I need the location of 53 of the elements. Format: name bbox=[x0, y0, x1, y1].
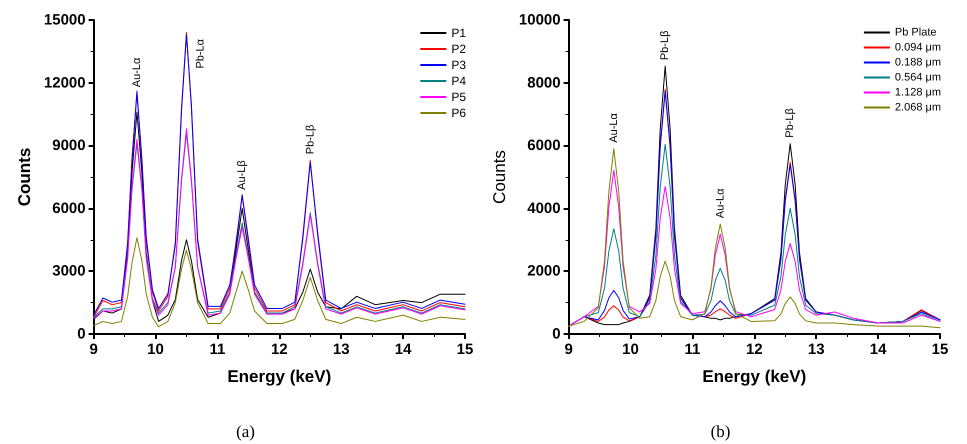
legend-label: P4 bbox=[451, 74, 466, 88]
x-tick-label: 14 bbox=[394, 341, 412, 358]
legend-label: 1.128 μm bbox=[894, 86, 942, 98]
annotation: Au-Lα bbox=[608, 112, 620, 143]
x-tick-label: 9 bbox=[89, 341, 98, 358]
text: (a) bbox=[236, 422, 255, 441]
annotation: Au-Lα bbox=[714, 188, 726, 218]
annotation: Pb-Lβ bbox=[784, 108, 796, 138]
x-tick-label: 15 bbox=[932, 341, 948, 358]
legend-label: P3 bbox=[451, 58, 466, 72]
x-tick-label: 12 bbox=[746, 341, 763, 358]
x-tick-label: 12 bbox=[270, 341, 288, 358]
annotation: Au-Lα bbox=[130, 57, 143, 88]
x-axis-title: Energy (keV) bbox=[702, 367, 806, 386]
y-tick-label: 4000 bbox=[527, 200, 561, 217]
x-tick-label: 10 bbox=[147, 341, 164, 358]
annotation: Au-Lβ bbox=[236, 160, 248, 190]
y-tick-label: 6000 bbox=[52, 200, 86, 217]
x-axis-title: Energy (keV) bbox=[227, 367, 332, 386]
x-tick-label: 14 bbox=[870, 341, 888, 358]
x-tick-label: 9 bbox=[564, 341, 573, 358]
annotation: Pb-Lα bbox=[194, 38, 206, 69]
text: (b) bbox=[710, 422, 730, 441]
legend-label: P2 bbox=[451, 42, 466, 56]
y-tick-label: 12000 bbox=[44, 74, 86, 92]
legend-label: P6 bbox=[451, 106, 466, 120]
y-tick-label: 2000 bbox=[527, 262, 561, 280]
y-tick-label: 0 bbox=[77, 326, 86, 342]
annotation: Pb-Lβ bbox=[304, 124, 316, 154]
y-tick-label: 15000 bbox=[44, 12, 86, 28]
y-tick-label: 8000 bbox=[527, 74, 561, 92]
y-axis-title: Counts bbox=[15, 148, 34, 206]
legend-label: P5 bbox=[451, 90, 466, 104]
y-tick-label: 9000 bbox=[52, 137, 86, 154]
y-tick-label: 6000 bbox=[527, 137, 561, 154]
legend-label: 0.094 μm bbox=[894, 42, 942, 54]
x-tick-label: 13 bbox=[332, 341, 350, 358]
legend-label: 2.068 μm bbox=[894, 102, 942, 114]
x-tick-label: 11 bbox=[209, 341, 226, 358]
y-axis-title: Counts bbox=[490, 150, 509, 204]
x-tick-label: 10 bbox=[622, 341, 639, 358]
y-tick-label: 0 bbox=[552, 326, 561, 342]
y-tick-label: 10000 bbox=[518, 12, 561, 28]
x-tick-label: 15 bbox=[456, 341, 474, 358]
x-tick-label: 11 bbox=[684, 341, 700, 358]
legend-label: Pb Plate bbox=[894, 26, 937, 38]
legend-label: 0.564 μm bbox=[894, 72, 942, 84]
line-series bbox=[93, 237, 466, 328]
legend-label: 0.188 μm bbox=[894, 56, 942, 68]
annotation: Pb-Lβ bbox=[659, 30, 672, 60]
x-tick-label: 13 bbox=[808, 341, 825, 358]
y-tick-label: 3000 bbox=[52, 262, 86, 280]
legend-label: P1 bbox=[451, 26, 466, 40]
